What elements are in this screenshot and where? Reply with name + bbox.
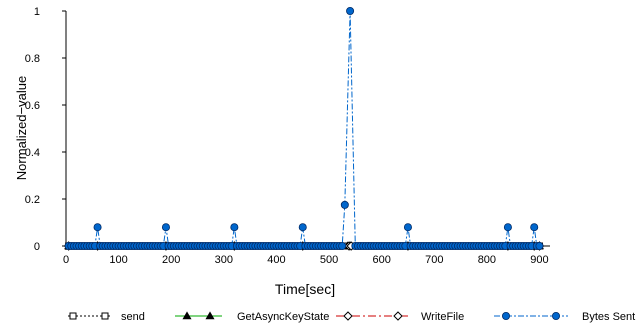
legend-marker [393,311,403,321]
series-layer [63,7,545,251]
data-point [346,7,355,15]
x-axis-label: Time[sec] [275,281,335,297]
data-point [230,223,239,232]
legend-item-writefile: WriteFile [336,311,464,323]
legend-item-getasynckeystate: GetAsyncKeyState [175,311,329,323]
x-tick-label: 900 [530,254,548,266]
legend-label: GetAsyncKeyState [237,311,329,323]
legend-item-bytes-sent: Bytes Sent [494,311,635,323]
y-tick-label: 0.8 [25,53,40,65]
y-tick-label: 0 [34,241,40,253]
legend-marker [501,311,510,320]
legend-marker [101,312,109,320]
x-tick-label: 100 [109,254,127,266]
data-point [340,200,349,209]
data-point [535,241,544,250]
data-point [403,223,412,232]
x-tick-label: 0 [63,254,69,266]
data-point [93,223,102,232]
x-tick-label: 500 [320,254,338,266]
legend-marker [343,311,353,321]
legend-label: WriteFile [421,311,464,323]
y-tick-label: 1 [34,6,40,18]
x-tick-label: 800 [478,254,496,266]
data-point [530,223,539,232]
y-tick-label: 0.6 [25,100,40,112]
y-tick-label: 0.2 [25,194,40,206]
x-tick-label: 200 [162,254,180,266]
x-tick-label: 400 [267,254,285,266]
series-bytes-sent [64,7,544,250]
legend-label: Bytes Sent [582,311,635,323]
x-tick-label: 600 [372,254,390,266]
data-point [161,223,170,232]
y-tick-label: 0.4 [25,147,40,159]
legend-marker [552,311,561,320]
legend-label: send [121,311,145,323]
legend-marker [69,312,77,320]
data-point [298,223,307,232]
x-tick-label: 700 [425,254,443,266]
data-point [338,241,347,250]
legend-marker [182,311,192,320]
legend-item-send: send [68,311,145,323]
data-point [503,223,512,232]
legend: send GetAsyncKeyState WriteFile Bytes Sent [68,311,635,323]
y-axis-label: Normalized−value [14,76,29,180]
legend-marker [205,311,215,320]
x-tick-label: 300 [215,254,233,266]
